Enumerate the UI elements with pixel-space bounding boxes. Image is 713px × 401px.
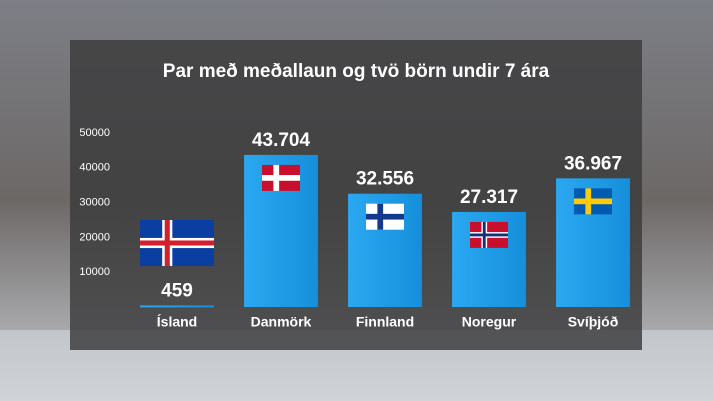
- x-tick-label: Ísland: [157, 314, 197, 330]
- y-tick-label: 10000: [79, 266, 110, 278]
- flag-cross: [574, 198, 612, 205]
- flag-cross: [262, 175, 300, 181]
- x-tick-label: Finnland: [356, 314, 414, 330]
- y-tick-label: 40000: [79, 162, 110, 174]
- bar: [140, 305, 214, 308]
- chart-title: Par með meðallaun og tvö börn undir 7 ár…: [163, 61, 550, 82]
- value-label: 36.967: [564, 153, 622, 174]
- y-tick-label: 30000: [79, 197, 110, 209]
- x-tick-label: Danmörk: [251, 314, 312, 330]
- flag-cross: [140, 240, 214, 246]
- y-tick-label: 50000: [79, 127, 110, 139]
- x-tick-label: Noregur: [462, 314, 517, 330]
- value-label: 32.556: [356, 169, 414, 190]
- y-tick-label: 20000: [79, 231, 110, 243]
- flag-cross: [366, 213, 404, 220]
- x-tick-label: Svíþjóð: [568, 314, 619, 330]
- value-label: 43.704: [252, 130, 311, 151]
- value-label: 27.317: [460, 187, 518, 208]
- flag-cross: [470, 233, 508, 237]
- value-label: 459: [161, 280, 193, 301]
